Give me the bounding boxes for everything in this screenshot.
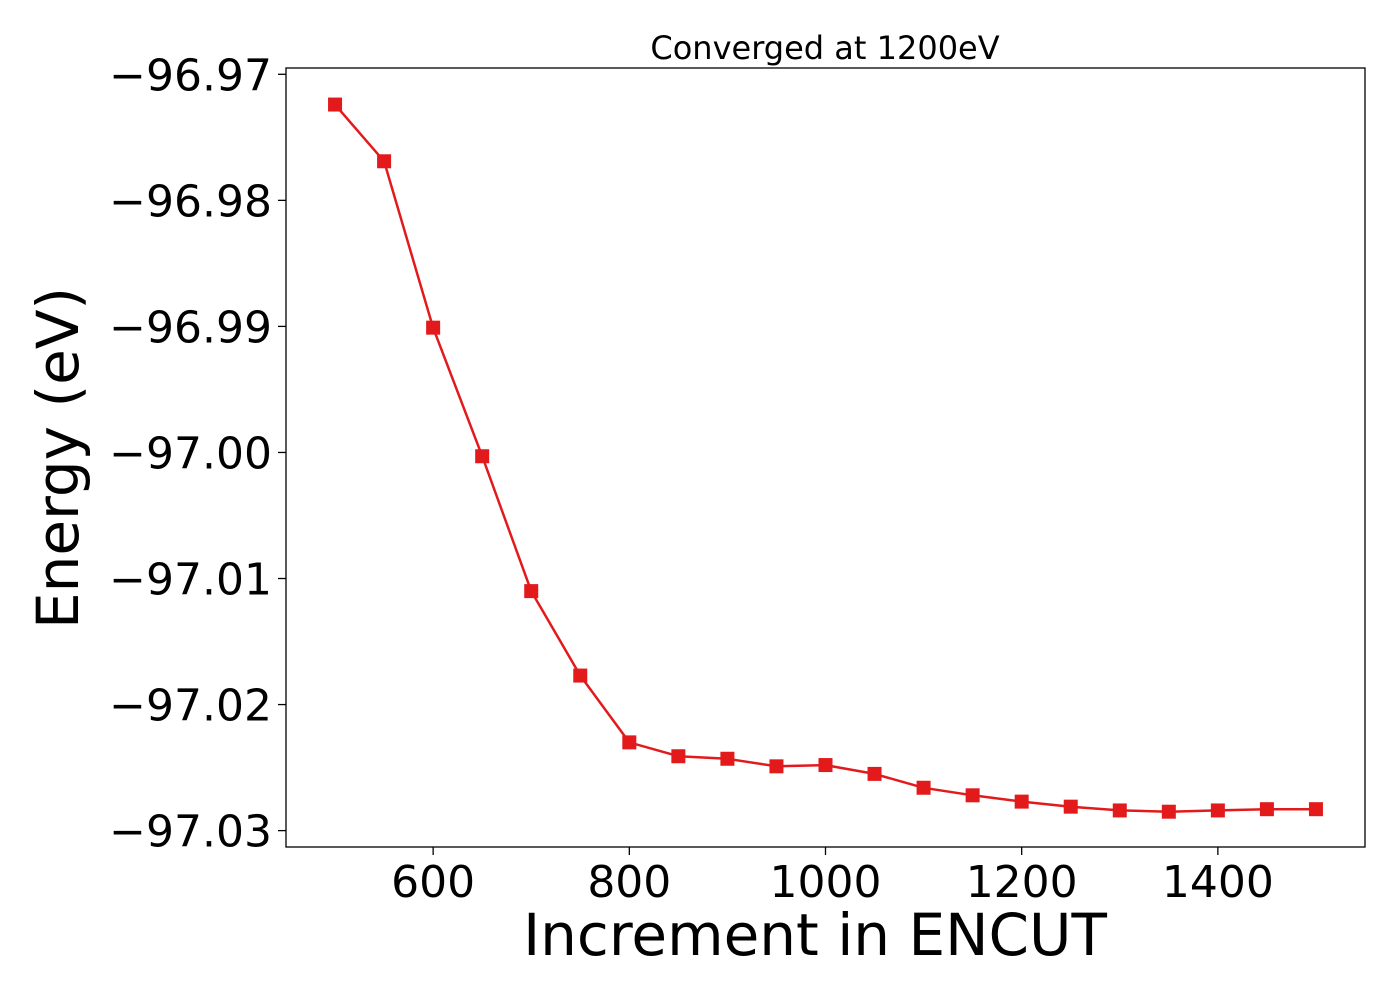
data-point bbox=[1161, 804, 1176, 819]
x-tick-label: 1200 bbox=[966, 857, 1078, 908]
x-axis-label: Increment in ENCUT bbox=[523, 901, 1107, 969]
data-point bbox=[377, 154, 392, 169]
data-point bbox=[769, 759, 784, 774]
data-point bbox=[1308, 802, 1323, 817]
y-tick-label: −97.01 bbox=[109, 555, 272, 606]
data-point bbox=[328, 97, 343, 112]
data-point bbox=[1063, 799, 1078, 814]
y-axis-label: Energy (eV) bbox=[24, 287, 92, 629]
data-point bbox=[867, 766, 882, 781]
data-point bbox=[671, 749, 686, 764]
data-point bbox=[1112, 803, 1127, 818]
y-tick-label: −96.99 bbox=[109, 302, 272, 353]
data-point bbox=[524, 584, 539, 599]
y-tick-label: −96.98 bbox=[109, 176, 272, 227]
series-layer bbox=[328, 97, 1323, 819]
y-tick-label: −96.97 bbox=[109, 50, 272, 101]
x-tick-label: 600 bbox=[391, 857, 475, 908]
x-axis-ticks: 600 800 1000 1200 1400 bbox=[391, 847, 1274, 908]
data-point bbox=[965, 788, 980, 803]
data-point bbox=[1014, 794, 1029, 809]
data-point bbox=[426, 320, 441, 335]
data-point bbox=[818, 758, 833, 773]
data-point bbox=[475, 449, 490, 464]
plot-area bbox=[285, 67, 1366, 848]
y-tick-label: −97.02 bbox=[109, 681, 272, 732]
x-tick-label: 1400 bbox=[1162, 857, 1274, 908]
chart-title: Converged at 1200eV bbox=[650, 29, 999, 67]
data-point bbox=[573, 668, 588, 683]
data-point bbox=[1259, 802, 1274, 817]
y-tick-label: −97.03 bbox=[109, 807, 272, 858]
data-point bbox=[916, 780, 931, 795]
y-axis-ticks: −96.97 −96.98 −96.99 −97.00 −97.01 −97.02 −97.… bbox=[109, 50, 286, 858]
x-tick-label: 1000 bbox=[770, 857, 882, 908]
data-point bbox=[622, 735, 637, 750]
data-point bbox=[1210, 803, 1225, 818]
data-point bbox=[720, 751, 735, 766]
y-tick-label: −97.00 bbox=[109, 428, 272, 479]
x-tick-label: 800 bbox=[587, 857, 671, 908]
